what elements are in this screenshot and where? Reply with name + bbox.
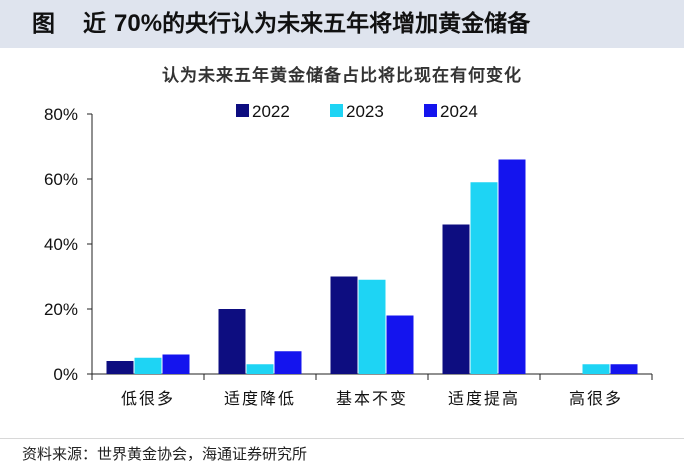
y-tick-label: 80% (44, 105, 78, 124)
figure-title-prefix: 近 (83, 11, 106, 37)
bar (470, 182, 498, 374)
legend-label: 2023 (346, 102, 384, 121)
y-tick-label: 0% (53, 365, 78, 384)
y-tick-label: 20% (44, 300, 78, 319)
bar (498, 159, 526, 374)
bar (246, 364, 274, 374)
bar (330, 276, 358, 374)
x-category-label: 适度降低 (224, 389, 296, 408)
legend-swatch (236, 104, 249, 117)
figure-title-percent: 70% (114, 10, 163, 37)
bar (106, 361, 134, 374)
x-category-label: 基本不变 (336, 389, 408, 408)
x-category-label: 高很多 (569, 389, 623, 408)
y-tick-label: 40% (44, 235, 78, 254)
legend: 2022 2023 2024 (236, 102, 478, 121)
legend-label: 2022 (252, 102, 290, 121)
bar (582, 364, 610, 374)
legend-swatch (424, 104, 437, 117)
x-category-label: 低很多 (121, 389, 175, 408)
x-category-label: 适度提高 (448, 389, 520, 408)
bars (106, 159, 638, 374)
bar (274, 351, 302, 374)
figure-title: 图 近 70%的央行认为未来五年将增加黄金储备 (0, 0, 684, 48)
source-note: 资料来源：世界黄金协会，海通证券研究所 (0, 438, 684, 470)
bar (162, 354, 190, 374)
bar (386, 315, 414, 374)
legend-label: 2024 (440, 102, 478, 121)
bar (218, 309, 246, 374)
figure-title-suffix: 的央行认为未来五年将增加黄金储备 (162, 11, 531, 37)
figure-label: 图 (32, 11, 55, 37)
bar-chart: 认为未来五年黄金储备占比将比现在有何变化 0% 20% 40% 60% 80% 低很多 适度… (44, 65, 653, 408)
chart-title: 认为未来五年黄金储备占比将比现在有何变化 (162, 65, 522, 86)
y-tick-label: 60% (44, 170, 78, 189)
bar (134, 357, 162, 374)
bar (358, 279, 386, 374)
legend-swatch (330, 104, 343, 117)
axes: 0% 20% 40% 60% 80% 低很多 适度降低 基本不变 适度提高 高很多 (44, 105, 653, 408)
bar (442, 224, 470, 374)
bar (610, 364, 638, 374)
